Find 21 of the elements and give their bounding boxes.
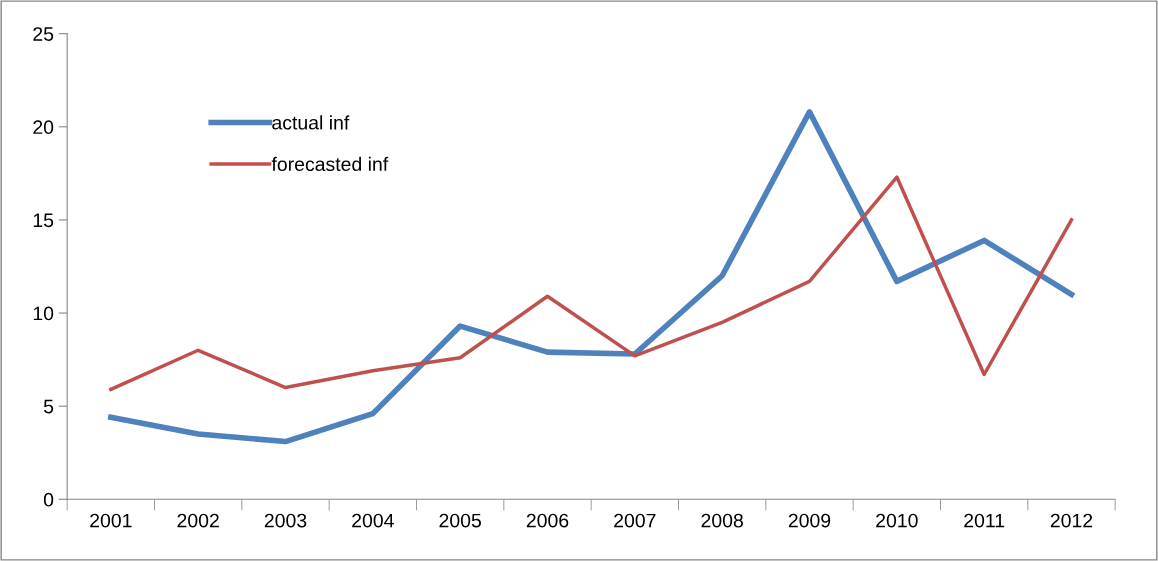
y-tick-label: 10 <box>33 306 54 321</box>
x-tick-label: 2005 <box>439 513 481 528</box>
y-tick-label: 25 <box>33 27 54 41</box>
x-tick-label: 2008 <box>701 513 743 528</box>
x-tick-label: 2007 <box>614 513 656 528</box>
x-tick-label: 2004 <box>352 513 394 528</box>
y-tick-label: 0 <box>43 492 54 507</box>
x-tick-label: 2003 <box>264 513 307 528</box>
x-tick-label: 2001 <box>90 513 132 528</box>
x-tick-label: 2010 <box>876 513 918 528</box>
x-tick-label: 2011 <box>964 513 1005 528</box>
x-tick-label: 2009 <box>788 513 831 528</box>
legend-label: forecasted inf <box>271 156 389 172</box>
y-tick-label: 15 <box>33 213 54 228</box>
y-tick-label: 5 <box>43 399 54 414</box>
legend-label: actual inf <box>272 115 350 130</box>
line-series <box>109 175 1074 392</box>
y-tick-label: 20 <box>33 120 54 135</box>
x-tick-label: 2006 <box>526 513 569 528</box>
x-tick-label: 2012 <box>1050 513 1093 528</box>
x-tick-label: 2002 <box>177 513 219 528</box>
